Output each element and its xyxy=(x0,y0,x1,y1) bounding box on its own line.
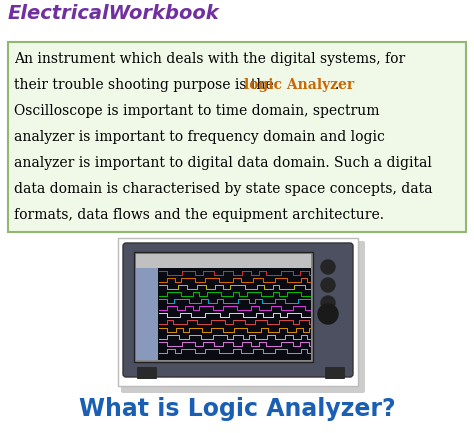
Text: analyzer is important to frequency domain and logic: analyzer is important to frequency domai… xyxy=(14,130,385,144)
Circle shape xyxy=(318,304,338,324)
Text: logic Analyzer: logic Analyzer xyxy=(244,78,354,92)
Text: data domain is characterised by state space concepts, data: data domain is characterised by state sp… xyxy=(14,182,432,196)
FancyBboxPatch shape xyxy=(158,268,311,360)
FancyBboxPatch shape xyxy=(325,367,345,379)
Text: Oscilloscope is important to time domain, spectrum: Oscilloscope is important to time domain… xyxy=(14,104,380,118)
Circle shape xyxy=(321,296,335,310)
Text: An instrument which deals with the digital systems, for: An instrument which deals with the digit… xyxy=(14,52,405,66)
FancyBboxPatch shape xyxy=(136,254,311,268)
Text: ElectricalWorkbook: ElectricalWorkbook xyxy=(8,4,220,23)
Text: .: . xyxy=(335,78,339,92)
Text: formats, data flows and the equipment architecture.: formats, data flows and the equipment ar… xyxy=(14,208,384,222)
Circle shape xyxy=(321,278,335,292)
FancyBboxPatch shape xyxy=(8,42,466,232)
Text: their trouble shooting purpose is the: their trouble shooting purpose is the xyxy=(14,78,278,92)
FancyBboxPatch shape xyxy=(137,367,157,379)
FancyBboxPatch shape xyxy=(136,268,158,360)
FancyBboxPatch shape xyxy=(134,252,313,362)
FancyBboxPatch shape xyxy=(121,241,365,393)
FancyBboxPatch shape xyxy=(118,238,358,386)
Circle shape xyxy=(321,260,335,274)
Text: analyzer is important to digital data domain. Such a digital: analyzer is important to digital data do… xyxy=(14,156,432,170)
Text: What is Logic Analyzer?: What is Logic Analyzer? xyxy=(79,397,395,421)
FancyBboxPatch shape xyxy=(123,243,353,377)
